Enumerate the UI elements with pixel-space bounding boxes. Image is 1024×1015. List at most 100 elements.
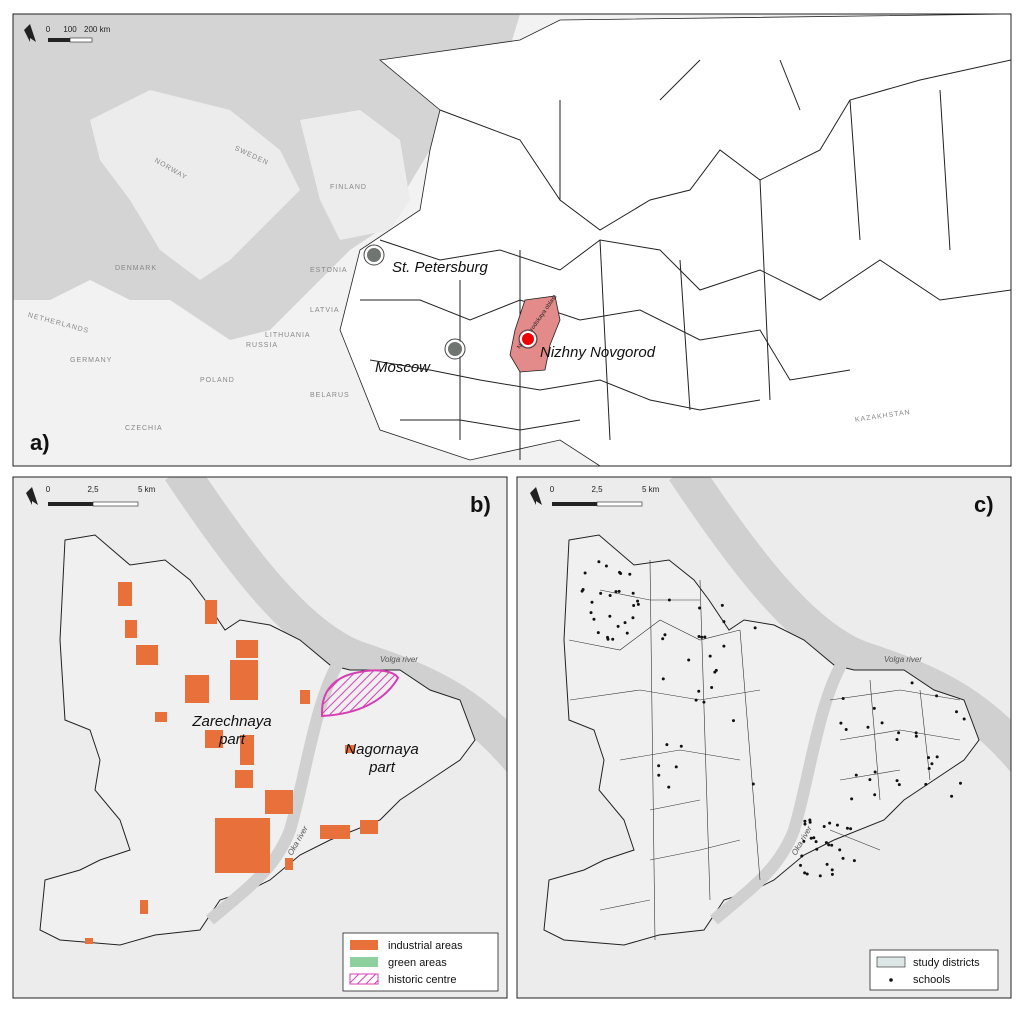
legend: industrial areas green areas historic ce…	[342, 932, 499, 992]
scale-bar	[48, 38, 70, 42]
place-label: part	[368, 759, 396, 776]
school	[753, 626, 757, 630]
school	[927, 756, 931, 760]
school	[625, 631, 629, 635]
city-marker	[444, 338, 466, 360]
school	[608, 594, 612, 598]
city-marker	[520, 331, 536, 347]
school	[802, 839, 806, 843]
school	[619, 571, 623, 575]
country-label: RUSSIA	[246, 342, 278, 349]
school	[828, 821, 832, 825]
country-label: BELARUS	[310, 392, 350, 399]
school	[589, 611, 593, 615]
scale-label: 0	[46, 25, 51, 34]
district-borders	[568, 559, 961, 941]
city-label: Moscow	[375, 359, 431, 376]
scale-label: 2,5	[87, 485, 99, 494]
north-arrow	[26, 487, 38, 505]
school	[636, 602, 640, 606]
finland	[300, 110, 410, 240]
school	[895, 779, 899, 783]
legend-label: industrial areas	[388, 940, 463, 952]
legend-label: schools	[913, 974, 951, 986]
school	[935, 694, 939, 698]
school	[663, 633, 667, 637]
school	[930, 762, 934, 766]
school	[825, 862, 829, 866]
legend-label: study districts	[913, 957, 980, 969]
school	[852, 859, 856, 863]
panel-label: c)	[974, 492, 994, 517]
school	[841, 856, 845, 860]
school	[661, 677, 665, 681]
russia	[339, 14, 1011, 466]
school	[895, 737, 899, 741]
school	[873, 770, 877, 774]
school	[714, 668, 718, 672]
school	[897, 783, 901, 787]
school	[700, 635, 704, 639]
school	[592, 617, 596, 621]
school	[694, 698, 698, 702]
school	[667, 598, 671, 602]
school	[873, 793, 877, 797]
school	[830, 843, 834, 847]
panel-b: Zarechnaya part Nagornaya part Volga riv…	[13, 477, 507, 998]
school	[866, 725, 870, 729]
school	[710, 685, 714, 689]
country-label: GERMANY	[70, 357, 112, 364]
school	[808, 818, 812, 822]
school	[815, 847, 819, 851]
school	[604, 564, 608, 568]
place-label: Nagornaya	[345, 741, 418, 758]
scale-bar	[552, 502, 597, 506]
oka	[206, 656, 346, 925]
school	[812, 836, 816, 840]
scandinavia	[90, 90, 300, 280]
school	[924, 782, 928, 786]
school	[731, 719, 735, 723]
volga	[165, 477, 507, 772]
scale-label: 5 km	[138, 485, 156, 494]
oka	[710, 656, 850, 925]
school	[835, 823, 839, 827]
school	[708, 654, 712, 658]
country-label: DENMARK	[115, 265, 157, 272]
school	[839, 721, 843, 725]
school	[838, 848, 842, 852]
north-arrow	[24, 24, 36, 42]
city-marker	[365, 246, 383, 264]
school	[722, 620, 726, 624]
school	[702, 700, 706, 704]
school	[809, 836, 813, 840]
legend-swatch	[350, 940, 378, 950]
school	[935, 755, 939, 759]
school	[844, 727, 848, 731]
country-label: ESTONIA	[310, 267, 348, 274]
panel-label: b)	[470, 492, 491, 517]
school	[805, 872, 809, 876]
city-label: St. Petersburg	[392, 259, 489, 276]
school	[880, 721, 884, 725]
scale-bar	[48, 502, 93, 506]
school	[814, 840, 818, 844]
school	[590, 600, 594, 604]
city-boundary	[39, 534, 476, 946]
school	[803, 822, 807, 826]
school	[632, 603, 636, 607]
panel-label: a)	[30, 430, 50, 455]
panel-frame	[516, 476, 1012, 999]
city-marker	[518, 329, 538, 349]
school	[872, 706, 876, 710]
school	[720, 603, 724, 607]
legend-swatch	[349, 973, 379, 985]
school	[803, 871, 807, 875]
school	[611, 637, 615, 641]
school	[927, 766, 931, 770]
school	[824, 841, 828, 845]
historic-centre	[321, 669, 400, 718]
school	[799, 863, 803, 867]
school	[631, 616, 635, 620]
river-label: Volga river	[380, 655, 418, 664]
